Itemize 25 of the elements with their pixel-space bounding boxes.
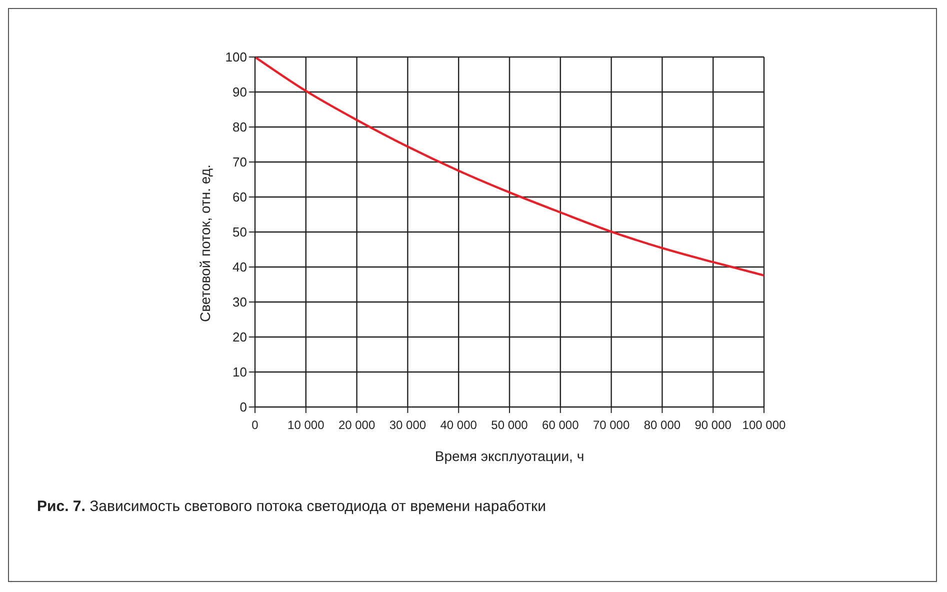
- x-tick-label: 90 000: [694, 418, 732, 432]
- x-tick-label: 80 000: [644, 418, 681, 432]
- y-tick-label: 10: [232, 364, 247, 380]
- x-tick-label: 20 000: [338, 418, 376, 432]
- y-tick-label: 30: [232, 294, 247, 310]
- y-tick-label: 80: [232, 120, 247, 135]
- x-tick-label: 50 000: [491, 418, 528, 432]
- x-tick-label: 0: [252, 418, 259, 432]
- y-tick-label: 60: [232, 190, 247, 205]
- x-tick-label: 10 000: [288, 418, 325, 432]
- y-tick-label: 70: [232, 154, 247, 170]
- x-tick-label: 100 000: [742, 418, 786, 432]
- x-tick-label: 30 000: [389, 418, 426, 432]
- y-tick-label: 40: [232, 260, 247, 275]
- y-axis-title: Световой поток, отн. ед.: [196, 164, 213, 322]
- y-tick-label: 0: [240, 400, 247, 415]
- x-tick-label: 70 000: [592, 418, 630, 432]
- y-tick-label: 50: [232, 224, 247, 240]
- x-tick-label: 60 000: [542, 418, 580, 432]
- x-tick-label: 40 000: [440, 418, 478, 432]
- y-tick-label: 100: [225, 50, 247, 65]
- text: Рис. 7. Зависимость светового потока светодиода от времени наработки: [37, 497, 547, 517]
- x-axis-title: Время эксплуотации, ч: [434, 448, 584, 464]
- y-tick-label: 90: [232, 84, 247, 100]
- y-tick-label: 20: [232, 330, 247, 345]
